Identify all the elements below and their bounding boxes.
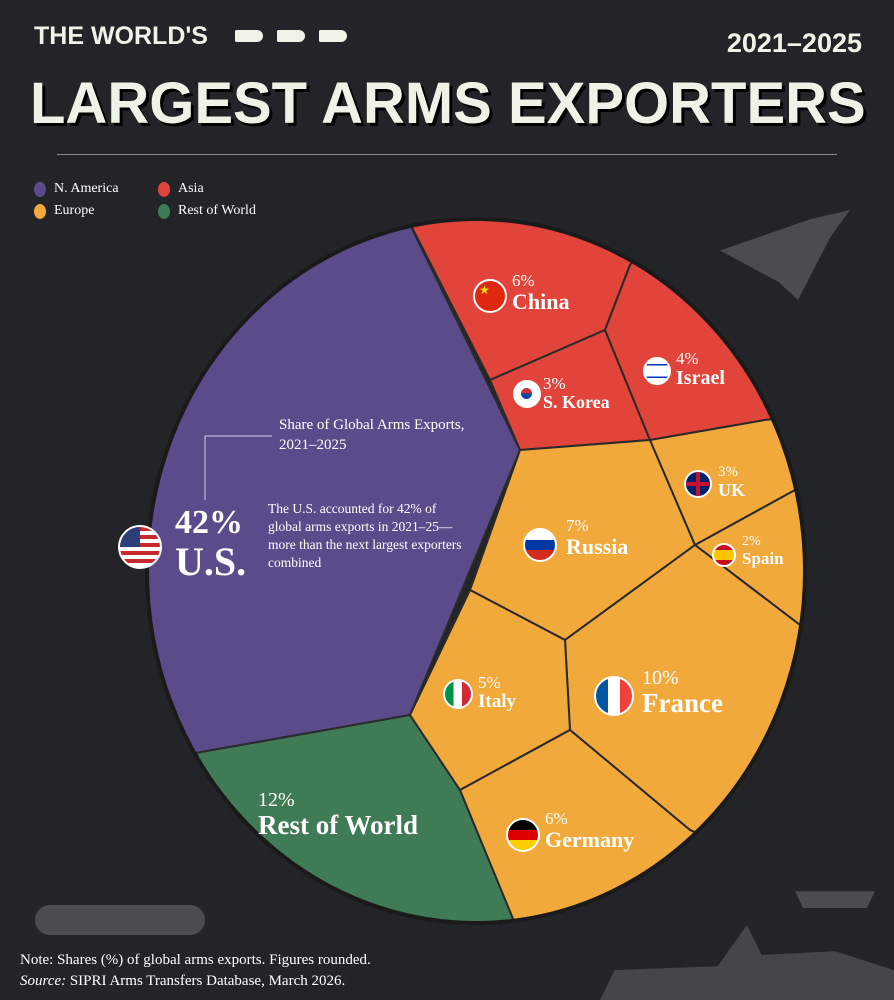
bullet-icon — [277, 30, 305, 42]
name: Germany — [545, 826, 635, 852]
france-flag-icon — [594, 676, 634, 716]
legend-item: Asia — [158, 181, 204, 197]
source: Source: SIPRI Arms Transfers Database, M… — [20, 971, 371, 992]
pct: 3% — [718, 464, 738, 480]
label-italy: 5% Italy — [478, 674, 516, 712]
source-text: SIPRI Arms Transfers Database, March 202… — [69, 973, 346, 989]
label-france: 10% France — [642, 667, 723, 718]
annotation-body: The U.S. accounted for 42% of global arm… — [268, 501, 462, 570]
name: Israel — [676, 366, 725, 389]
south-korea-flag-icon — [513, 380, 541, 408]
label-uk: 3% UK — [718, 464, 745, 500]
label-us: 42% U.S. — [175, 505, 246, 583]
pct: 6% — [512, 271, 535, 290]
label-russia: 7% Russia — [566, 517, 628, 558]
pct: 3% — [543, 374, 566, 393]
pct: 5% — [478, 673, 501, 692]
legend-label: Asia — [178, 181, 204, 196]
footer: Note: Shares (%) of global arms exports.… — [20, 950, 371, 992]
bullet-icon — [235, 30, 263, 42]
germany-flag-icon — [506, 818, 540, 852]
bullet-icon — [319, 30, 347, 42]
divider — [57, 154, 837, 155]
submarine-icon — [35, 905, 205, 935]
name: S. Korea — [543, 391, 610, 412]
name: France — [642, 688, 723, 718]
helicopter-icon — [795, 891, 875, 908]
source-label: Source: — [20, 973, 67, 989]
name: U.S. — [175, 538, 247, 584]
label-spain: 2% Spain — [742, 534, 784, 568]
pct: 2% — [742, 534, 761, 549]
kicker: THE WORLD'S — [34, 22, 208, 50]
note: Note: Shares (%) of global arms exports.… — [20, 952, 371, 968]
pct: 6% — [545, 809, 568, 828]
legend-swatch — [158, 181, 170, 197]
russia-flag-icon — [523, 528, 557, 562]
china-flag-icon: ★ — [473, 279, 507, 313]
pct: 12% — [258, 789, 295, 811]
legend-swatch — [34, 181, 46, 197]
italy-flag-icon — [443, 679, 473, 709]
label-rest-of-world: 12% Rest of World — [258, 789, 418, 840]
israel-flag-icon — [643, 357, 671, 385]
name: China — [512, 288, 570, 314]
uk-flag-icon — [684, 470, 712, 498]
label-israel: 4% Israel — [676, 350, 725, 389]
page-title: LARGEST ARMS EXPORTERS — [30, 71, 866, 136]
legend-swatch — [34, 203, 46, 219]
name: UK — [718, 479, 745, 500]
pct: 4% — [676, 349, 699, 368]
years: 2021–2025 — [726, 28, 862, 58]
legend-label: N. America — [54, 181, 119, 196]
annotation-title: Share of Global Arms Exports, 2021–2025 — [279, 417, 465, 453]
legend-item: N. America — [34, 181, 119, 197]
legend-swatch — [158, 203, 170, 219]
legend-label: Europe — [54, 203, 95, 218]
legend-item: Europe — [34, 203, 94, 219]
spain-flag-icon — [712, 543, 736, 567]
label-germany: 6% Germany — [545, 810, 634, 851]
legend-item: Rest of World — [158, 203, 256, 219]
label-china: 6% China — [512, 272, 569, 313]
pct: 42% — [175, 504, 243, 541]
name: Spain — [742, 548, 784, 568]
annotation-leader — [204, 435, 272, 500]
legend-label: Rest of World — [178, 203, 256, 218]
pct: 7% — [566, 516, 589, 535]
label-s-korea: 3% S. Korea — [543, 375, 610, 412]
bullet-icons — [235, 30, 347, 42]
name: Russia — [566, 533, 629, 559]
us-flag-icon — [118, 525, 162, 569]
name: Rest of World — [258, 810, 418, 840]
pct: 10% — [642, 667, 679, 689]
name: Italy — [478, 690, 516, 712]
